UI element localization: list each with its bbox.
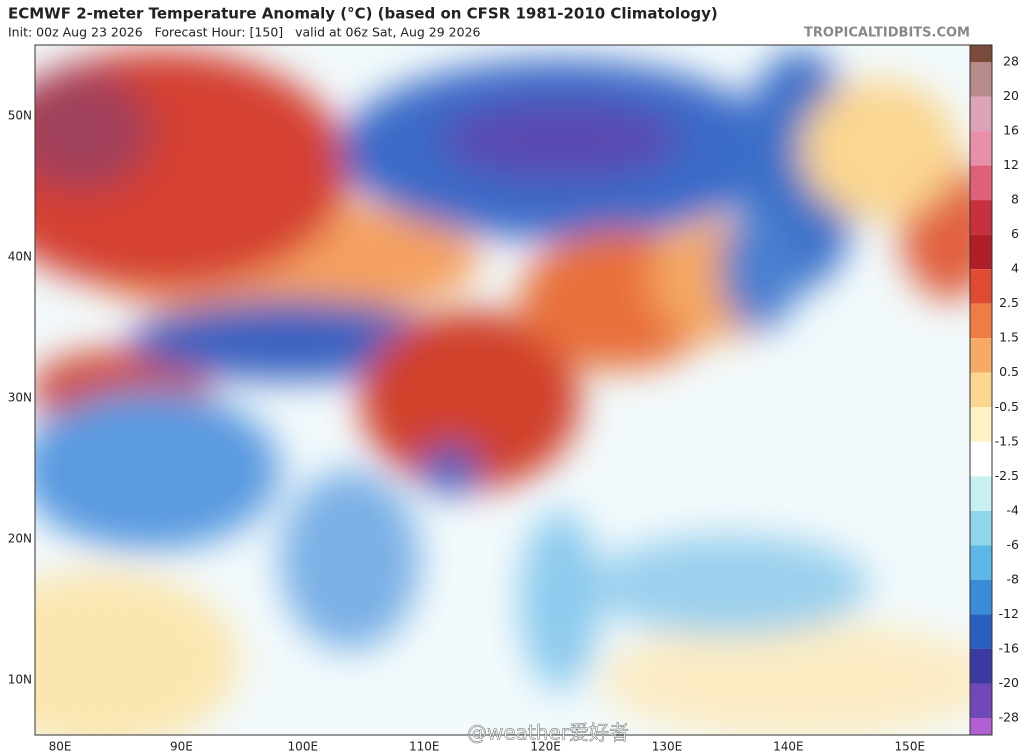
colorbar-swatch: [970, 45, 992, 62]
colorbar-swatch: [970, 579, 992, 615]
colorbar-label: -16: [999, 640, 1019, 655]
colorbar-label: -28: [999, 710, 1019, 725]
blob: [800, 80, 960, 220]
colorbar-swatch: [970, 200, 992, 235]
blob: [420, 445, 480, 495]
lon-label: 90E: [170, 740, 193, 754]
blob: [280, 470, 420, 650]
title: ECMWF 2-meter Temperature Anomaly (°C) (…: [8, 5, 718, 23]
anomaly-blobs: [35, 50, 970, 735]
lon-label: 120E: [530, 740, 561, 754]
lat-label: 50N: [8, 109, 32, 123]
colorbar-label: 16: [1003, 123, 1019, 138]
lon-label: 130E: [652, 740, 683, 754]
colorbar-label: -6: [1007, 537, 1020, 552]
blob: [590, 535, 870, 635]
colorbar-label: -1.5: [995, 433, 1019, 448]
colorbar-label: -0.5: [995, 399, 1019, 414]
colorbar-label: 0.5: [999, 364, 1019, 379]
colorbar-label: 8: [1011, 192, 1019, 207]
colorbar-swatch: [970, 683, 992, 718]
blob: [600, 620, 970, 735]
colorbar-swatch: [970, 131, 992, 166]
lat-label: 10N: [8, 673, 32, 687]
colorbar-swatch: [970, 303, 992, 339]
colorbar-label: 20: [1003, 88, 1019, 103]
colorbar-label: 2.5: [999, 295, 1019, 310]
colorbar-swatch: [970, 441, 992, 477]
blob: [130, 300, 450, 380]
blob: [520, 510, 600, 690]
colorbar-swatch: [970, 545, 992, 580]
colorbar-swatch: [970, 165, 992, 201]
lon-label: 150E: [895, 740, 926, 754]
subtitle: Init: 00z Aug 23 2026 Forecast Hour: [15…: [8, 25, 481, 40]
colorbar-swatch: [970, 269, 992, 304]
colorbar-swatch: [970, 476, 992, 511]
lon-label: 110E: [409, 740, 440, 754]
map-field: [35, 45, 970, 735]
colorbar-swatch: [970, 372, 992, 408]
colorbar-label: 1.5: [999, 330, 1019, 345]
colorbar-swatch: [970, 407, 992, 442]
blob: [35, 570, 240, 735]
lat-label: 40N: [8, 250, 32, 264]
colorbar-label: -2.5: [995, 468, 1019, 483]
source: TROPICALTIDBITS.COM: [804, 26, 970, 41]
lat-label: 30N: [8, 391, 32, 405]
lon-label: 100E: [288, 740, 319, 754]
colorbar-swatch: [970, 96, 992, 132]
blob: [440, 100, 680, 180]
colorbar-swatch: [970, 338, 992, 373]
colorbar-label: -20: [999, 675, 1019, 690]
colorbar-frame: [969, 44, 993, 736]
colorbar-label: 4: [1011, 261, 1019, 276]
colorbar-label: -4: [1007, 502, 1020, 517]
lon-label: 80E: [49, 740, 72, 754]
colorbar-swatch: [970, 614, 992, 649]
colorbar-swatch: [970, 718, 992, 735]
colorbar-swatch: [970, 234, 992, 270]
colorbar-label: 6: [1011, 226, 1019, 241]
blob: [35, 390, 280, 550]
blob: [35, 70, 150, 190]
colorbar-label: 12: [1003, 157, 1019, 172]
watermark: @weather爱好者: [467, 721, 629, 745]
lat-label: 20N: [8, 532, 32, 546]
blob: [720, 210, 800, 330]
colorbar-label: 28: [1003, 54, 1019, 69]
colorbar-label: -8: [1007, 571, 1020, 586]
blob: [360, 310, 580, 490]
colorbar-swatch: [970, 648, 992, 684]
colorbar-swatch: [970, 62, 992, 97]
colorbar-swatch: [970, 510, 992, 546]
colorbar-label: -12: [999, 606, 1019, 621]
colorbar: 28 20 16 12 8 6 4 2.5 1.5 0.5 -0.5 -1.5 -2.5 -4 -6 -8 -1…: [969, 44, 1020, 736]
lon-label: 140E: [773, 740, 804, 754]
